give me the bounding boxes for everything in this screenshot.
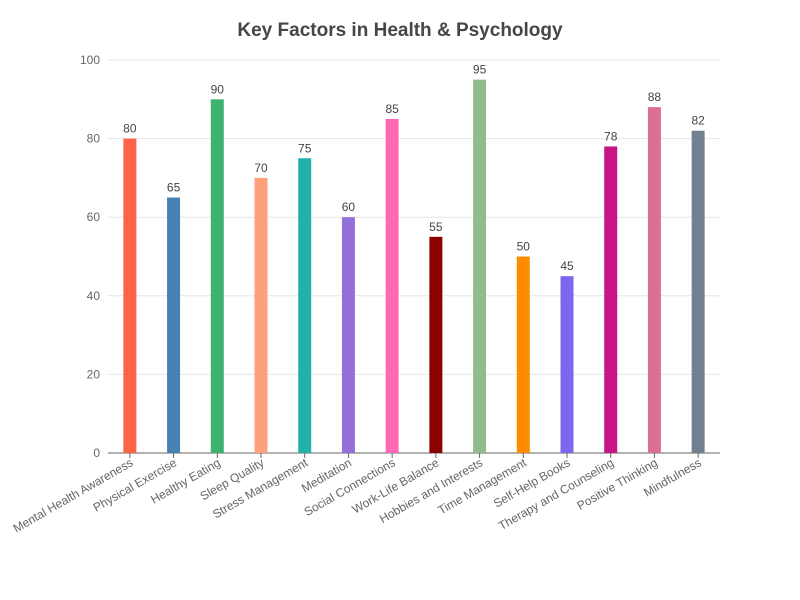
bar	[560, 276, 574, 453]
data-label: 65	[167, 181, 181, 195]
data-label: 78	[604, 129, 618, 143]
y-tick-label: 100	[80, 53, 100, 67]
y-tick-label: 20	[87, 367, 101, 381]
bar	[298, 158, 312, 453]
data-label: 60	[342, 200, 356, 214]
data-label: 80	[123, 122, 137, 136]
data-label: 85	[385, 102, 399, 116]
chart-title: Key Factors in Health & Psychology	[237, 20, 563, 41]
bar	[341, 217, 355, 453]
y-tick-label: 40	[87, 289, 101, 303]
y-tick-label: 60	[87, 210, 101, 224]
y-tick-label: 0	[93, 446, 100, 460]
bar	[647, 107, 661, 453]
data-label: 45	[560, 259, 574, 273]
bar	[473, 79, 487, 454]
data-label: 90	[211, 82, 225, 96]
data-label: 82	[691, 114, 705, 128]
data-label: 95	[473, 63, 487, 77]
bar	[429, 236, 443, 453]
bar	[254, 177, 268, 453]
bar	[210, 99, 224, 454]
bar	[604, 146, 618, 453]
y-tick-label: 80	[87, 132, 101, 146]
data-label: 88	[648, 90, 662, 104]
bar	[385, 118, 399, 453]
bar	[691, 130, 705, 454]
data-label: 50	[517, 240, 531, 254]
data-label: 70	[254, 161, 268, 175]
data-label: 55	[429, 220, 443, 234]
bar	[516, 256, 530, 453]
bar	[167, 197, 181, 453]
bar	[123, 138, 137, 453]
data-label: 75	[298, 141, 312, 155]
